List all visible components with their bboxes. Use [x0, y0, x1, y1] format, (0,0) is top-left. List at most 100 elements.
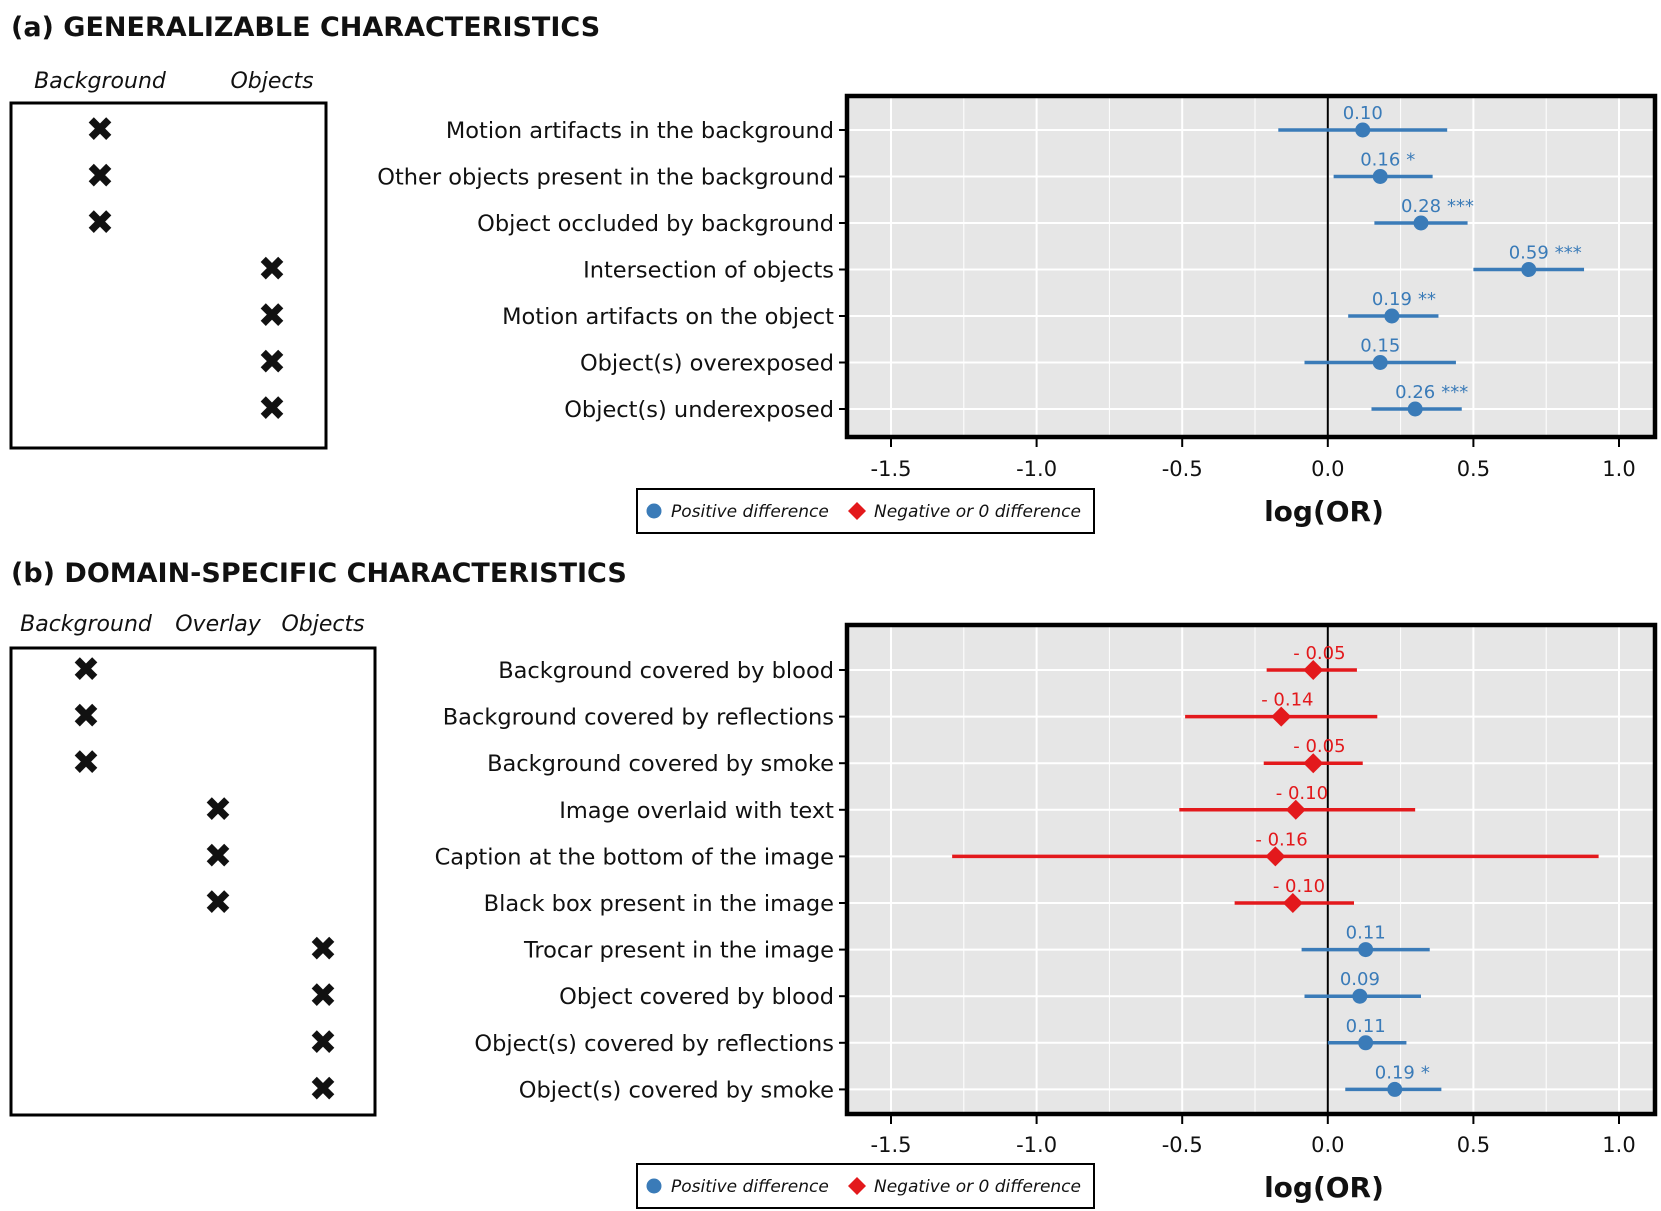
matrix-column-header: Background [20, 612, 153, 637]
value-label: 0.59 *** [1509, 243, 1582, 264]
legend: Positive difference Negative or 0 differe… [636, 488, 1095, 534]
legend-negative-marker [848, 1177, 866, 1195]
value-label: 0.19 * [1375, 1062, 1430, 1083]
panel-title: (b) DOMAIN-SPECIFIC CHARACTERISTICS [11, 558, 627, 589]
x-tick-label: -1.0 [1016, 1133, 1057, 1157]
value-label: 0.26 *** [1395, 382, 1468, 403]
value-label-number: - 0.10 [1276, 783, 1328, 804]
value-label-number: - 0.10 [1273, 876, 1325, 897]
row-label: Trocar present in the image [523, 938, 834, 964]
point-estimate [1387, 1081, 1403, 1097]
significance-stars: * [1406, 150, 1415, 171]
legend-positive-label: Positive difference [671, 502, 829, 522]
row-label: Other objects present in the background [377, 165, 834, 191]
value-label-number: 0.19 [1372, 289, 1412, 310]
row-label: Object(s) covered by smoke [519, 1077, 834, 1103]
row-label: Object occluded by background [477, 211, 834, 237]
plot-panel [847, 625, 1655, 1114]
legend-positive-marker [646, 503, 662, 519]
matrix-mark-x-icon: ✖ [309, 1069, 338, 1109]
value-label-number: 0.59 [1509, 243, 1549, 264]
row-label: Background covered by smoke [487, 751, 834, 777]
value-label: - 0.10 [1273, 876, 1325, 897]
matrix-box [9, 101, 328, 450]
point-estimate [1285, 799, 1306, 820]
row-label: Motion artifacts in the background [446, 118, 834, 144]
matrix-mark-x-icon: ✖ [258, 296, 287, 336]
value-label: - 0.05 [1293, 736, 1345, 757]
value-label: 0.11 [1346, 923, 1386, 944]
matrix-mark-x-icon: ✖ [86, 110, 115, 150]
x-axis-label: log(OR) [1264, 1171, 1384, 1204]
value-label-number: - 0.16 [1255, 829, 1307, 850]
row-label: Intersection of objects [583, 258, 834, 284]
x-tick-label: 0.5 [1457, 457, 1490, 481]
significance-stars: * [1421, 1062, 1430, 1083]
matrix-mark-x-icon: ✖ [258, 343, 287, 383]
legend: Positive difference Negative or 0 differe… [636, 1163, 1095, 1209]
value-label: 0.19 ** [1372, 289, 1436, 310]
plot-panel [847, 96, 1655, 437]
value-label-number: 0.28 [1401, 196, 1441, 217]
point-estimate [1384, 308, 1400, 324]
value-label-number: - 0.14 [1261, 690, 1313, 711]
row-label: Black box present in the image [484, 891, 834, 917]
panel-a: (a) GENERALIZABLE CHARACTERISTICS Backgro… [9, 12, 1658, 534]
point-estimate [1265, 846, 1286, 867]
value-label: - 0.14 [1261, 690, 1313, 711]
value-label-number: - 0.05 [1293, 736, 1345, 757]
x-tick-label: -1.5 [871, 1133, 912, 1157]
panel-b: (b) DOMAIN-SPECIFIC CHARACTERISTICS Backg… [9, 558, 1658, 1209]
significance-stars: *** [1441, 382, 1468, 403]
row-label: Image overlaid with text [559, 798, 834, 824]
value-label: 0.09 [1340, 969, 1380, 990]
row-label: Background covered by reflections [443, 705, 834, 731]
x-tick-label: -0.5 [1162, 457, 1203, 481]
point-estimate [1372, 169, 1388, 184]
matrix-mark-x-icon: ✖ [204, 883, 233, 923]
value-label-number: 0.11 [1346, 1016, 1386, 1037]
point-estimate [1521, 262, 1537, 277]
significance-stars: *** [1555, 243, 1582, 264]
matrix-mark-x-icon: ✖ [72, 743, 101, 783]
x-tick-label: 0.0 [1311, 1133, 1344, 1157]
panel-title: (a) GENERALIZABLE CHARACTERISTICS [11, 12, 600, 43]
point-estimate [1303, 660, 1324, 680]
point-estimate [1355, 122, 1371, 138]
matrix-mark-x-icon: ✖ [258, 389, 287, 429]
legend-negative-label: Negative or 0 difference [874, 1177, 1081, 1197]
value-label-number: 0.19 [1375, 1062, 1415, 1083]
row-label: Object(s) overexposed [580, 351, 834, 377]
point-estimate [1407, 401, 1423, 417]
matrix-mark-x-icon: ✖ [204, 790, 233, 830]
point-estimate [1352, 988, 1368, 1004]
value-label: 0.11 [1346, 1016, 1386, 1037]
legend-negative-label: Negative or 0 difference [874, 502, 1081, 522]
value-label-number: 0.15 [1360, 336, 1400, 357]
value-label-number: 0.26 [1395, 382, 1435, 403]
point-estimate [1358, 942, 1374, 958]
value-label: - 0.16 [1255, 829, 1307, 850]
x-tick-label: 1.0 [1602, 1133, 1635, 1157]
point-estimate [1413, 215, 1429, 231]
matrix-mark-x-icon: ✖ [258, 250, 287, 290]
x-tick-label: -1.0 [1016, 457, 1057, 481]
matrix-mark-x-icon: ✖ [86, 157, 115, 197]
x-tick-label: 0.0 [1311, 457, 1344, 481]
x-tick-label: 0.5 [1457, 1133, 1490, 1157]
matrix-mark-x-icon: ✖ [72, 650, 101, 690]
matrix-box [9, 646, 377, 1117]
matrix-column-header: Objects [281, 612, 364, 637]
plot-border [844, 93, 1658, 440]
legend-positive-label: Positive difference [671, 1177, 829, 1197]
matrix-mark-x-icon: ✖ [309, 976, 338, 1016]
matrix-mark-x-icon: ✖ [86, 203, 115, 243]
significance-stars: *** [1447, 196, 1474, 217]
x-tick-label: -1.5 [871, 457, 912, 481]
row-label: Background covered by blood [498, 658, 834, 684]
value-label: 0.15 [1360, 336, 1400, 357]
x-axis-label: log(OR) [1264, 495, 1384, 528]
point-estimate [1372, 355, 1388, 370]
value-label: - 0.10 [1276, 783, 1328, 804]
